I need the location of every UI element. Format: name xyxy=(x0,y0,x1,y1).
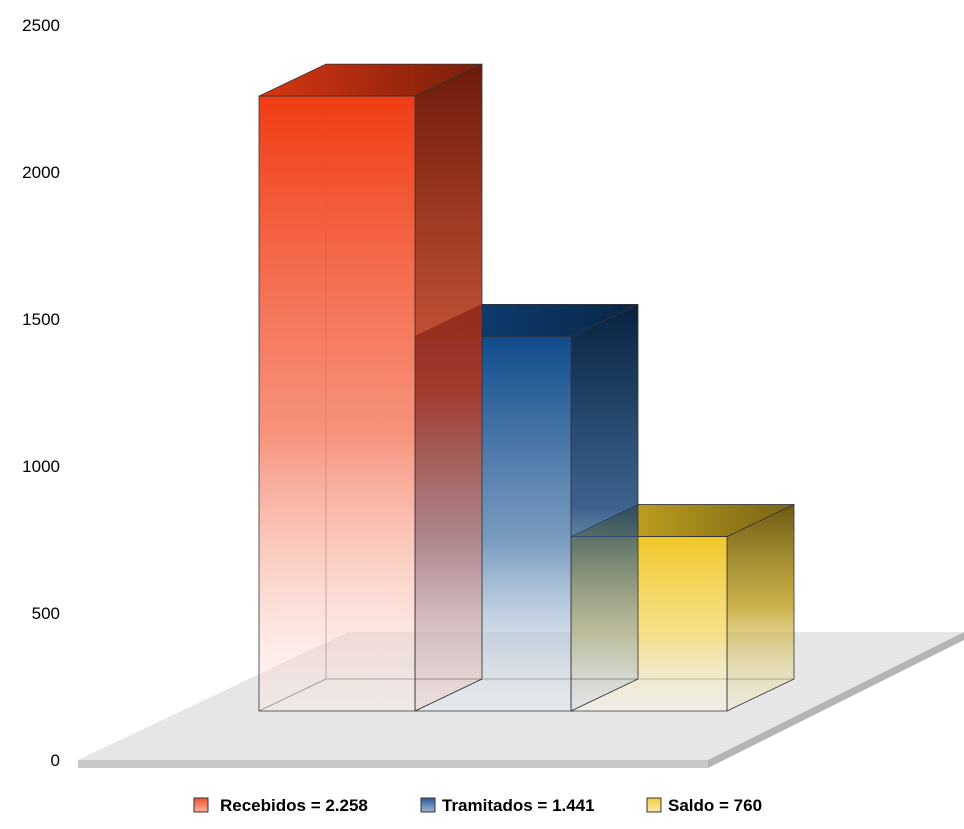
y-tick-label: 2500 xyxy=(22,16,60,35)
legend-swatch xyxy=(193,797,209,813)
legend: Recebidos = 2.258 Tramitados = 1.441 Sal… xyxy=(193,796,762,815)
legend-swatch xyxy=(420,797,436,813)
y-axis-ticks: 0 500 1000 1500 2000 2500 xyxy=(22,16,60,770)
y-tick-label: 1000 xyxy=(22,457,60,476)
legend-label: Tramitados = 1.441 xyxy=(442,796,595,815)
bar xyxy=(258,63,483,712)
legend-label: Saldo = 760 xyxy=(668,796,762,815)
bar-side-face xyxy=(414,63,483,712)
bar-front-face xyxy=(258,95,416,712)
y-tick-label: 500 xyxy=(32,604,60,623)
y-tick-label: 2000 xyxy=(22,163,60,182)
bars-group xyxy=(258,63,795,712)
y-tick-label: 1500 xyxy=(22,310,60,329)
bar-side-face xyxy=(570,303,639,712)
legend-label: Recebidos = 2.258 xyxy=(220,796,368,815)
legend-swatch xyxy=(646,797,662,813)
bar-side-face xyxy=(726,504,795,712)
y-tick-label: 0 xyxy=(51,751,60,770)
